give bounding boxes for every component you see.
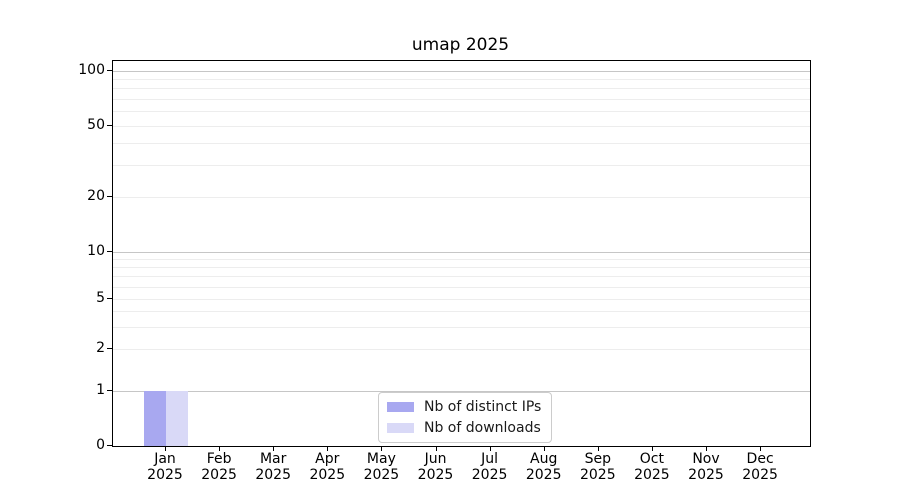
x-tick-label: Jun 2025 [404, 451, 468, 483]
minor-gridline [113, 165, 810, 167]
x-tick-month: Dec [746, 451, 774, 467]
x-tick-label: Mar 2025 [241, 451, 305, 483]
x-tick-year: 2025 [147, 467, 183, 483]
x-tick-label: Dec 2025 [728, 451, 792, 483]
x-tick-mark [327, 446, 329, 451]
y-tick-label: 5 [96, 290, 105, 306]
x-tick-mark [543, 446, 545, 451]
x-tick-year: 2025 [688, 467, 724, 483]
x-tick-year: 2025 [255, 467, 291, 483]
y-tick-label: 20 [87, 188, 105, 204]
minor-gridline [113, 326, 810, 328]
legend: Nb of distinct IPs Nb of downloads [378, 392, 553, 443]
minor-gridline [113, 299, 810, 300]
legend-entry-downloads: Nb of downloads [387, 419, 541, 437]
x-tick-label: Jan 2025 [133, 451, 197, 483]
x-tick-month: Feb [206, 451, 232, 467]
x-tick-mark [435, 446, 437, 451]
y-tick-label: 50 [87, 116, 105, 133]
minor-gridline [113, 258, 810, 260]
x-tick-label: Nov 2025 [674, 451, 738, 483]
y-tick-mark [107, 196, 112, 197]
x-tick-mark [597, 446, 599, 451]
x-tick-month: Oct [639, 451, 664, 467]
x-tick-year: 2025 [363, 467, 400, 483]
plot-area: Nb of distinct IPs Nb of downloads [112, 60, 811, 447]
y-tick-mark [107, 389, 112, 391]
x-tick-mark [381, 446, 383, 451]
minor-gridline [113, 142, 810, 144]
minor-gridline [113, 348, 810, 350]
bars-layer [113, 61, 810, 446]
x-tick-mark [489, 446, 491, 451]
y-tick-mark [107, 124, 112, 126]
x-tick-month: Apr [315, 451, 340, 467]
x-tick-mark [760, 446, 762, 451]
x-tick-mark [219, 446, 221, 451]
x-tick-month: Jun [424, 451, 447, 467]
gridline-layer [113, 61, 810, 446]
x-tick-year: 2025 [417, 467, 454, 483]
bar-downloads [166, 390, 188, 446]
y-tick-mark [107, 445, 112, 446]
major-gridline [113, 71, 810, 72]
minor-gridline [113, 98, 810, 100]
y-tick-mark [107, 298, 112, 299]
x-tick-year: 2025 [309, 467, 346, 483]
minor-gridline [113, 311, 810, 313]
x-tick-year: 2025 [471, 467, 508, 483]
minor-gridline [113, 125, 810, 127]
x-tick-month: Nov [692, 451, 720, 467]
chart-title: umap 2025 [411, 35, 510, 55]
y-tick-label: 10 [87, 242, 105, 259]
y-tick-mark [107, 250, 112, 252]
y-tick-label: 100 [78, 62, 105, 78]
x-tick-year: 2025 [525, 467, 562, 483]
x-tick-label: Apr 2025 [295, 451, 359, 483]
x-tick-mark [706, 446, 707, 451]
y-tick-mark [107, 70, 112, 71]
minor-gridline [113, 286, 810, 288]
minor-gridline [113, 79, 810, 81]
x-tick-label: Sep 2025 [566, 451, 630, 483]
x-tick-label: Aug 2025 [512, 451, 576, 483]
legend-label-distinct-ips: Nb of distinct IPs [424, 399, 542, 415]
y-tick-label: 0 [96, 437, 105, 453]
legend-swatch-downloads-icon [387, 423, 414, 433]
y-tick-label: 2 [96, 339, 105, 356]
y-tick-label: 1 [96, 381, 105, 398]
x-tick-month: Jul [481, 451, 499, 467]
minor-gridline [113, 275, 810, 277]
major-gridline [113, 251, 810, 253]
x-tick-mark [651, 446, 653, 451]
x-tick-year: 2025 [201, 467, 237, 483]
minor-gridline [113, 111, 810, 113]
x-tick-label: Jul 2025 [458, 451, 522, 483]
x-tick-year: 2025 [579, 467, 616, 483]
legend-entry-distinct-ips: Nb of distinct IPs [387, 398, 541, 416]
x-tick-year: 2025 [742, 467, 778, 483]
x-tick-month: May [366, 451, 396, 467]
x-tick-month: Sep [584, 451, 611, 467]
x-tick-mark [165, 446, 166, 451]
x-tick-label: May 2025 [349, 451, 413, 483]
minor-gridline [113, 197, 810, 198]
minor-gridline [113, 266, 810, 268]
y-tick-mark [107, 347, 112, 349]
legend-swatch-distinct-ips-icon [387, 402, 414, 412]
bar-distinct-ips [144, 390, 166, 446]
x-tick-month: Jan [154, 451, 176, 467]
x-tick-mark [273, 446, 275, 451]
x-tick-label: Feb 2025 [187, 451, 251, 483]
major-gridline [113, 390, 810, 392]
x-tick-year: 2025 [634, 467, 670, 483]
x-tick-month: Aug [530, 451, 558, 467]
legend-label-downloads: Nb of downloads [424, 420, 541, 436]
minor-gridline [113, 88, 810, 90]
x-tick-month: Mar [259, 451, 287, 467]
x-tick-label: Oct 2025 [620, 451, 684, 483]
